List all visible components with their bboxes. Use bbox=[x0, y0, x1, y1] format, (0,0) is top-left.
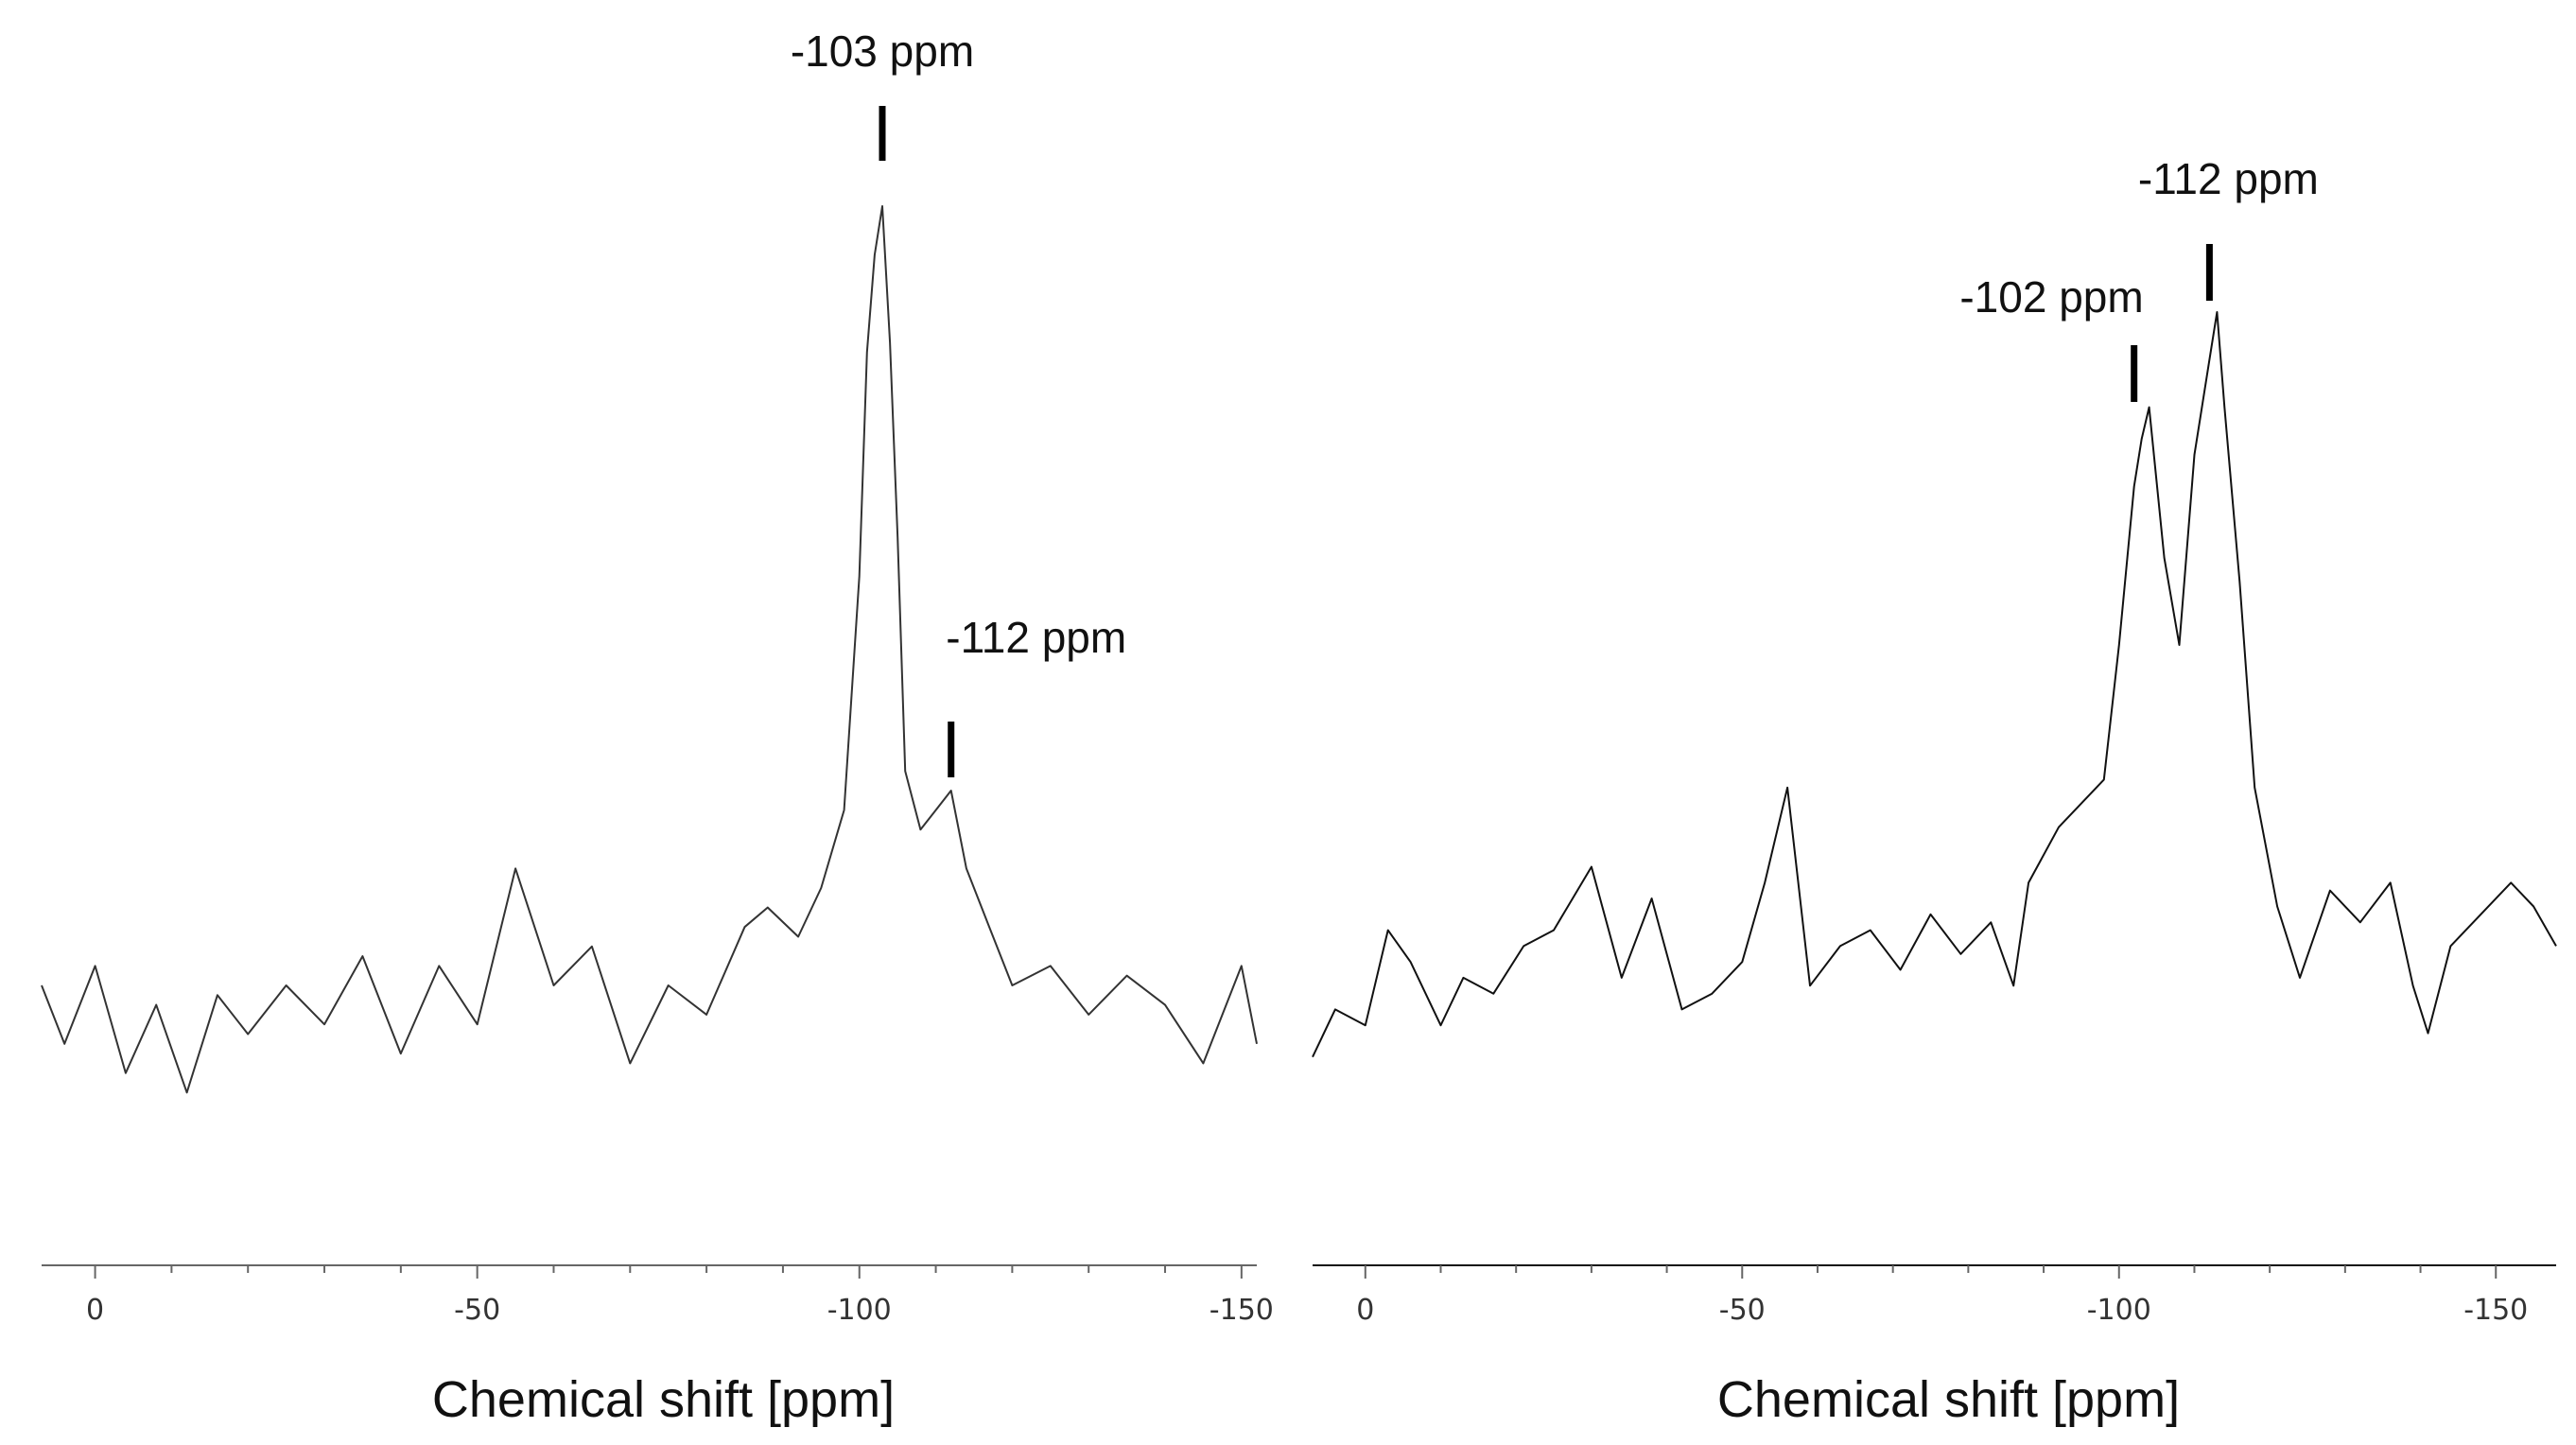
x-axis-title-right: Chemical shift [ppm] bbox=[1717, 1371, 2180, 1428]
x-tick-label: -150 bbox=[2463, 1294, 2528, 1327]
spectrum-trace-left bbox=[41, 205, 1258, 1094]
x-tick-label: -150 bbox=[1210, 1294, 1274, 1327]
x-axis-title-left: Chemical shift [ppm] bbox=[432, 1371, 895, 1428]
peak-annotations-left: -103 ppm -112 ppm bbox=[791, 26, 1126, 777]
peak-annotation-label: -102 ppm bbox=[1959, 272, 2143, 322]
x-tick-label: -100 bbox=[827, 1294, 892, 1327]
x-tick-label: -50 bbox=[454, 1294, 500, 1327]
peak-annotation-label: -112 ppm bbox=[2138, 154, 2319, 203]
x-tick-label: -50 bbox=[1719, 1294, 1766, 1327]
x-tick-label: -100 bbox=[2087, 1294, 2151, 1327]
x-axis-ticks-right: 0 -50 -100 -150 bbox=[1356, 1265, 2528, 1327]
peak-annotation-label: -112 ppm bbox=[946, 613, 1126, 662]
spectrum-trace-right bbox=[1312, 311, 2557, 1058]
peak-annotations-right: -102 ppm -112 ppm bbox=[1959, 154, 2319, 402]
x-axis-ticks-left: 0 -50 -100 -150 bbox=[86, 1265, 1274, 1327]
spectrum-panel-right: 0 -50 -100 -150 -102 ppm -112 ppm Chemical s… bbox=[1312, 154, 2557, 1428]
peak-annotation-label: -103 ppm bbox=[791, 26, 974, 76]
x-tick-label: 0 bbox=[1356, 1294, 1374, 1327]
spectrum-panel-left: 0 -50 -100 -150 -103 ppm -112 ppm Chemical s… bbox=[41, 26, 1274, 1428]
x-tick-label: 0 bbox=[86, 1294, 104, 1327]
